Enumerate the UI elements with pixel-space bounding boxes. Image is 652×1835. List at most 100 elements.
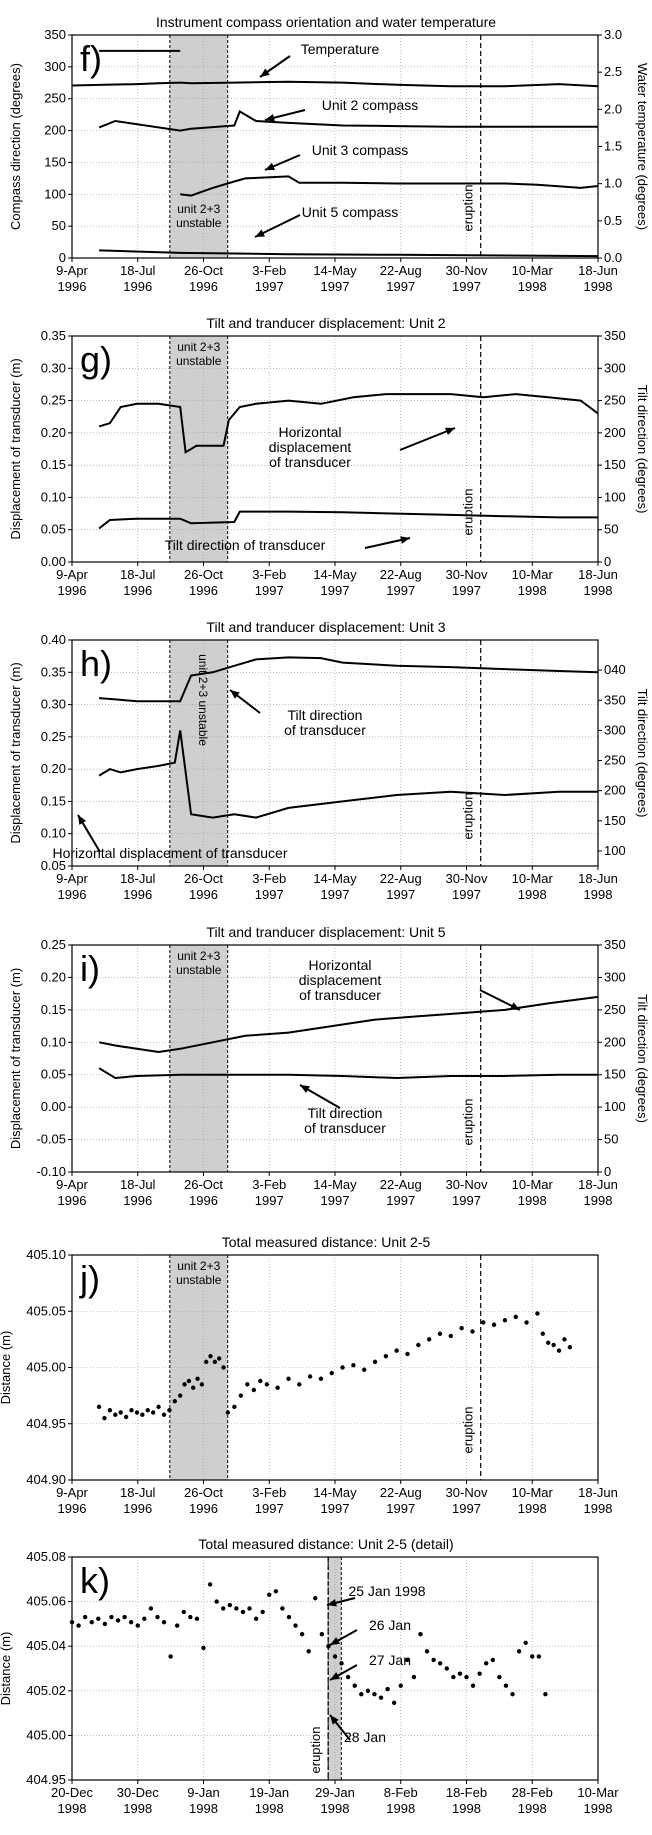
panel-i: -0.10-0.050.000.050.100.150.200.25050100… [8,924,650,1208]
data-point [394,1348,398,1352]
chart-title: Instrument compass orientation and water… [156,14,496,30]
x-tick-label: 1998 [123,1801,152,1816]
x-tick-label: 1997 [386,279,415,294]
data-point [330,1371,334,1375]
data-point [551,1343,555,1347]
data-point [182,1610,186,1614]
data-point [562,1337,566,1341]
y-tick-label: 0.15 [41,1002,66,1017]
y-right-tick-label: 350 [604,328,626,343]
x-tick-label: 1997 [321,1193,350,1208]
x-tick-label: 1996 [58,887,87,902]
x-tick-label: 1996 [189,1193,218,1208]
unstable-label: unstable [176,216,222,230]
panel-h: 0.050.100.150.200.250.300.350.4010015020… [8,619,650,902]
data-point [175,1623,179,1627]
data-point [140,1413,144,1417]
y-axis-label: Distance (m) [0,1632,13,1706]
data-point [252,1388,256,1392]
data-point [221,1365,225,1369]
x-tick-label: 1998 [452,1801,481,1816]
data-point [333,1654,337,1658]
eruption-label: eruption [308,1727,323,1774]
x-tick-label: 10-Mar [512,1485,554,1500]
data-point [221,1606,225,1610]
y-tick-label: 0.05 [41,522,66,537]
y-right-axis-label: Tilt direction (degrees) [635,385,650,514]
data-point [208,1582,212,1586]
data-point [449,1334,453,1338]
y-right-tick-label: 300 [604,360,626,375]
x-tick-label: 1997 [452,1501,481,1516]
x-tick-label: 1997 [452,1193,481,1208]
data-point [129,1620,133,1624]
annotation-text: displacement [299,972,382,988]
x-tick-label: 1997 [321,583,350,598]
data-point [90,1620,94,1624]
y-axis-label: Distance (m) [0,1331,13,1405]
y-tick-label: 0.05 [41,1067,66,1082]
data-point [83,1615,87,1619]
x-tick-label: 1998 [584,1801,613,1816]
data-point [108,1408,112,1412]
y-right-tick-label: 3.0 [604,27,622,42]
annotation-text: 27 Jan [369,1652,411,1668]
y-right-tick-label: 2.5 [604,64,622,79]
data-point [217,1356,221,1360]
panel-f: 0501001502002503003500.00.51.01.52.02.53… [8,14,650,294]
y-right-tick-label: 100 [604,843,626,858]
data-point [384,1354,388,1358]
data-point [568,1345,572,1349]
x-tick-label: 3-Feb [252,567,286,582]
x-tick-label: 1997 [321,1501,350,1516]
y-tick-label: 0.35 [41,664,66,679]
data-point [267,1593,271,1597]
x-tick-label: 10-Mar [577,1785,619,1800]
data-point [146,1408,150,1412]
annotation-text: 25 Jan 1998 [348,1583,425,1599]
x-tick-label: 1996 [58,583,87,598]
data-point [155,1615,159,1619]
y-right-tick-label: 040 [604,662,626,677]
x-tick-label: 1996 [123,1501,152,1516]
data-point [187,1379,191,1383]
unstable-label: unit 2+3 [177,1259,220,1273]
panel-g: 0.000.050.100.150.200.250.300.3505010015… [8,315,650,598]
data-point [471,1683,475,1687]
y-tick-label: 0.15 [41,457,66,472]
data-point [275,1386,279,1390]
annotation-text: of transducer [284,722,366,738]
x-tick-label: 22-Aug [380,263,422,278]
annotation-text: Horizontal [308,957,371,973]
data-point [351,1363,355,1367]
data-point [307,1649,311,1653]
x-tick-label: 18-Jul [120,1485,156,1500]
data-point [537,1654,541,1658]
x-tick-label: 10-Mar [512,263,554,278]
data-point [232,1405,236,1409]
panel-label: f) [80,38,102,79]
data-point [287,1615,291,1619]
x-tick-label: 1996 [189,279,218,294]
y-tick-label: 405.05 [26,1303,66,1318]
y-tick-label: 0.25 [41,937,66,952]
eruption-label: eruption [461,793,476,840]
data-point [359,1692,363,1696]
y-tick-label: 404.95 [26,1416,66,1431]
data-point [228,1603,232,1607]
chart-title: Tilt and tranducer displacement: Unit 5 [206,924,445,940]
data-point [214,1599,218,1603]
x-tick-label: 1997 [452,279,481,294]
data-point [247,1606,251,1610]
data-point [204,1360,208,1364]
data-point [319,1377,323,1381]
y-right-tick-label: 2.0 [604,101,622,116]
x-tick-label: 14-May [313,263,357,278]
x-tick-label: 1998 [189,1801,218,1816]
data-point [97,1405,101,1409]
data-point [477,1671,481,1675]
x-tick-label: 18-Jun [578,871,618,886]
x-tick-label: 1998 [584,1193,613,1208]
y-right-tick-label: 250 [604,753,626,768]
x-tick-label: 18-Jun [578,567,618,582]
